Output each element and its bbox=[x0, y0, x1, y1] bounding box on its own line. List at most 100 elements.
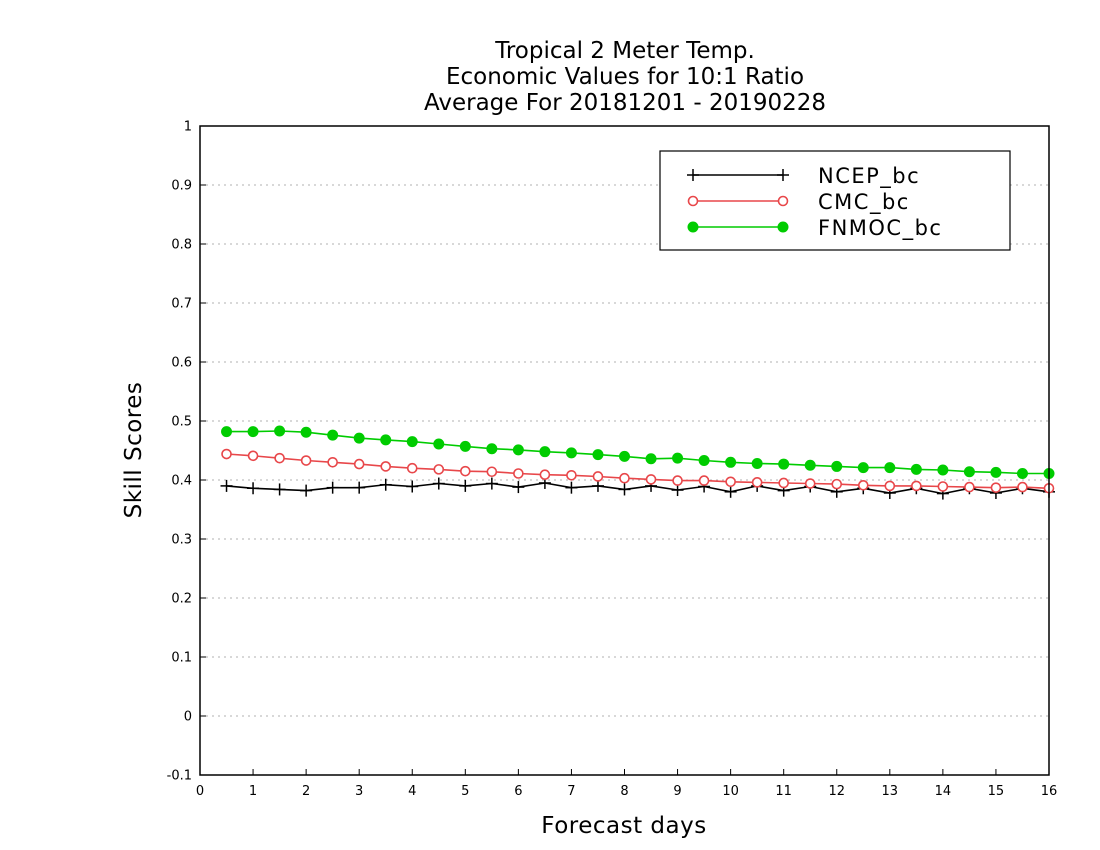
data-point-cmc-bc bbox=[619, 472, 630, 484]
data-point-cmc-bc bbox=[353, 458, 365, 470]
data-point-ncep-bc bbox=[671, 484, 684, 497]
data-point-cmc-bc bbox=[460, 465, 471, 477]
data-point-ncep-bc bbox=[220, 479, 233, 492]
series-cmc-bc bbox=[221, 448, 1055, 494]
data-point-ncep-bc bbox=[247, 482, 260, 495]
data-point-fnmoc-bc bbox=[221, 426, 233, 438]
series-line-ncep-bc bbox=[226, 482, 1050, 495]
data-point-fnmoc-bc bbox=[486, 443, 498, 455]
y-axis-ticks: 1 0.9 0.8 0.7 0.6 0.5 0.4 0.3 0.2 0.1 0 -0.1 bbox=[167, 120, 206, 784]
x-tick-label: 8 bbox=[620, 784, 628, 799]
x-tick-label: 4 bbox=[408, 784, 416, 799]
data-point-ncep-bc bbox=[591, 479, 604, 492]
data-point-fnmoc-bc bbox=[247, 426, 259, 438]
data-point-cmc-bc bbox=[486, 466, 498, 478]
data-point-ncep-bc bbox=[273, 483, 286, 496]
data-point-cmc-bc bbox=[406, 462, 418, 474]
y-tick-label: -0.1 bbox=[167, 769, 192, 784]
x-tick-label: 12 bbox=[828, 784, 845, 799]
data-point-cmc-bc bbox=[672, 475, 683, 486]
data-point-cmc-bc bbox=[857, 480, 869, 491]
chart-title-line-3: Average For 20181201 - 20190228 bbox=[424, 90, 826, 116]
legend-label: CMC_bc bbox=[818, 190, 910, 215]
series-ncep-bc bbox=[220, 476, 1055, 500]
data-point-cmc-bc bbox=[884, 480, 896, 492]
data-point-fnmoc-bc bbox=[698, 455, 710, 467]
data-point-ncep-bc bbox=[300, 484, 313, 497]
data-point-fnmoc-bc bbox=[804, 459, 816, 471]
data-point-ncep-bc bbox=[724, 485, 737, 498]
legend-item-ncep-bc: NCEP_bc bbox=[687, 164, 920, 189]
data-point-cmc-bc bbox=[274, 452, 285, 464]
data-point-fnmoc-bc bbox=[274, 425, 286, 437]
y-tick-label: 0 bbox=[184, 710, 192, 725]
data-point-fnmoc-bc bbox=[619, 450, 630, 462]
data-point-ncep-bc bbox=[565, 481, 578, 494]
data-point-cmc-bc bbox=[592, 471, 604, 482]
x-axis-label: Forecast days bbox=[541, 813, 706, 839]
data-point-cmc-bc bbox=[247, 450, 259, 462]
legend-marker bbox=[777, 221, 789, 233]
data-point-fnmoc-bc bbox=[751, 457, 763, 469]
data-point-fnmoc-bc bbox=[963, 466, 975, 478]
data-point-fnmoc-bc bbox=[884, 462, 896, 474]
plot-frame bbox=[199, 125, 1050, 776]
legend-marker bbox=[777, 195, 789, 207]
x-tick-label: 0 bbox=[196, 784, 204, 799]
data-point-fnmoc-bc bbox=[910, 463, 922, 475]
y-tick-label: 0.5 bbox=[171, 415, 192, 430]
data-point-ncep-bc bbox=[512, 481, 525, 494]
x-axis-ticks: 0 1 2 3 4 5 6 7 8 9 10 11 12 13 14 15 16 bbox=[196, 769, 1057, 799]
legend-marker bbox=[687, 169, 699, 181]
y-tick-label: 0.4 bbox=[171, 474, 192, 489]
data-point-cmc-bc bbox=[513, 468, 524, 479]
y-tick-label: 0.6 bbox=[171, 356, 192, 371]
x-tick-label: 6 bbox=[514, 784, 522, 799]
y-tick-label: 0.2 bbox=[171, 592, 192, 607]
data-point-fnmoc-bc bbox=[778, 458, 790, 470]
data-point-ncep-bc bbox=[485, 477, 498, 490]
data-point-cmc-bc bbox=[1017, 481, 1028, 493]
y-tick-label: 0.7 bbox=[171, 297, 192, 312]
data-point-cmc-bc bbox=[911, 480, 922, 492]
legend-marker bbox=[777, 169, 789, 181]
series-line-fnmoc-bc bbox=[226, 430, 1049, 475]
y-tick-label: 0.1 bbox=[171, 651, 192, 666]
legend-marker bbox=[687, 195, 699, 207]
x-tick-label: 7 bbox=[567, 784, 575, 799]
data-point-cmc-bc bbox=[645, 474, 657, 485]
data-point-cmc-bc bbox=[804, 478, 816, 489]
data-point-cmc-bc bbox=[964, 481, 975, 493]
y-tick-label: 1 bbox=[184, 120, 192, 135]
legend-label: NCEP_bc bbox=[818, 164, 920, 189]
data-point-fnmoc-bc bbox=[831, 460, 843, 472]
data-point-cmc-bc bbox=[990, 482, 1002, 493]
x-tick-label: 14 bbox=[935, 784, 952, 799]
data-point-fnmoc-bc bbox=[459, 440, 471, 452]
data-point-cmc-bc bbox=[725, 476, 736, 488]
x-tick-label: 15 bbox=[988, 784, 1005, 799]
data-point-fnmoc-bc bbox=[857, 462, 869, 474]
x-tick-label: 16 bbox=[1041, 784, 1058, 799]
data-point-cmc-bc bbox=[300, 455, 312, 466]
data-point-cmc-bc bbox=[831, 478, 843, 490]
data-point-cmc-bc bbox=[433, 464, 445, 475]
y-tick-label: 0.3 bbox=[171, 533, 192, 548]
data-point-fnmoc-bc bbox=[433, 438, 445, 450]
legend-label: FNMOC_bc bbox=[818, 216, 942, 241]
x-tick-label: 1 bbox=[249, 784, 257, 799]
x-tick-label: 10 bbox=[722, 784, 739, 799]
data-point-ncep-bc bbox=[379, 478, 392, 491]
data-point-fnmoc-bc bbox=[937, 464, 949, 476]
x-tick-label: 13 bbox=[882, 784, 899, 799]
data-point-ncep-bc bbox=[406, 480, 419, 493]
data-point-cmc-bc bbox=[221, 448, 232, 460]
chart-title: Tropical 2 Meter Temp. Economic Values f… bbox=[424, 38, 826, 116]
data-point-fnmoc-bc bbox=[645, 453, 657, 465]
data-point-cmc-bc bbox=[698, 475, 710, 486]
data-point-fnmoc-bc bbox=[327, 429, 339, 441]
y-axis-label: Skill Scores bbox=[121, 382, 147, 519]
x-tick-label: 3 bbox=[355, 784, 363, 799]
data-point-fnmoc-bc bbox=[353, 432, 365, 444]
